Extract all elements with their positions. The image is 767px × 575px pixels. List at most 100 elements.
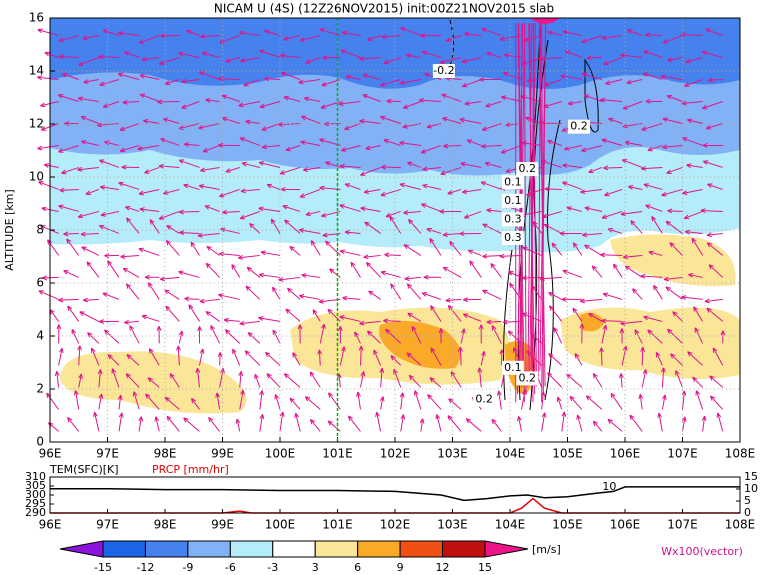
wind-vector: [366, 35, 381, 42]
wind-vector: [586, 55, 603, 61]
wind-vector: [562, 163, 582, 169]
wind-vector: [499, 253, 522, 259]
wind-vector: [588, 312, 603, 322]
wind-vector: [38, 290, 59, 300]
wind-vector: [647, 329, 663, 344]
wind-vector: [482, 223, 502, 234]
wind-vector: [125, 373, 140, 388]
legend-entry: TEM(SFC)[K]: [49, 463, 119, 476]
wind-vector: [580, 144, 603, 153]
wind-vector: [610, 392, 623, 410]
wind-vector: [98, 224, 120, 234]
wind-vector: [427, 394, 442, 410]
wind-vector: [322, 55, 341, 61]
colorbar-segment: [102, 540, 146, 558]
wind-vector: [225, 57, 240, 63]
wind-vector: [588, 166, 603, 174]
y-axis-label: ALTITUDE [km]: [3, 189, 16, 270]
wind-vector: [604, 188, 623, 197]
colorbar-segment: [59, 540, 104, 558]
wind-vector: [404, 276, 421, 281]
wind-vector: [138, 247, 160, 256]
wind-vector: [340, 49, 361, 58]
colorbar-units: [m/s]: [532, 543, 561, 556]
colorbar-label: -12: [136, 561, 154, 574]
wind-vector: [591, 265, 603, 278]
wind-vector: [400, 27, 422, 36]
wind-vector: [662, 35, 683, 44]
colorbar-label: -3: [267, 561, 278, 574]
wind-vector: [80, 231, 99, 237]
wind-vector: [707, 77, 723, 83]
colorbar-segment: [399, 540, 444, 558]
wind-vector: [67, 416, 80, 432]
wind-vector: [592, 373, 603, 388]
wind-vector: [681, 416, 687, 432]
y2-tick-label: 10: [744, 482, 758, 495]
colorbar-segment: [144, 540, 189, 558]
wind-vector: [304, 396, 321, 410]
wind-vector: [666, 94, 683, 102]
wind-vector: [183, 417, 200, 432]
annotation-box: [568, 119, 590, 134]
wind-vector: [700, 208, 723, 214]
contour-label: 0.2: [519, 371, 537, 384]
wind-vector: [204, 205, 220, 212]
wind-vector: [83, 78, 99, 84]
wind-vector: [561, 411, 567, 432]
wind-vector: [104, 140, 120, 146]
wind-vector: [100, 210, 120, 217]
wind-vector: [385, 328, 402, 344]
wind-vector: [198, 122, 220, 130]
wind-vector: [217, 352, 223, 366]
wind-vector: [665, 286, 683, 300]
wind-vector: [672, 311, 683, 322]
wind-vector: [122, 267, 140, 278]
wind-vector: [221, 94, 240, 102]
x-tick-label: 100E: [265, 518, 296, 532]
wind-vector: [379, 79, 401, 87]
wind-vector: [716, 412, 724, 432]
wind-vector: [481, 27, 502, 36]
wind-vector: [567, 100, 582, 106]
series-line: [50, 486, 740, 502]
wind-vector: [144, 274, 160, 280]
wind-vector: [358, 345, 364, 366]
wind-vector: [154, 416, 160, 432]
wind-vector: [407, 161, 422, 168]
wind-vector: [403, 210, 421, 215]
wind-vector: [709, 395, 724, 410]
wind-vector: [449, 240, 462, 256]
wind-vector: [692, 376, 703, 388]
wind-vector: [264, 29, 281, 36]
wind-vector: [490, 263, 502, 278]
wind-vector: [328, 392, 341, 410]
wind-vector: [380, 188, 401, 197]
wind-vector: [58, 297, 79, 303]
wind-vector: [574, 353, 583, 366]
wind-vector: [585, 395, 603, 410]
wind-vector: [57, 94, 79, 102]
wind-vector: [86, 261, 100, 278]
wind-vector: [707, 183, 723, 190]
contour-label: 0.1: [504, 175, 522, 188]
wind-vector: [384, 252, 401, 258]
y-tick-label: 290: [25, 506, 46, 519]
wind-vector: [641, 166, 663, 171]
wind-vector: [553, 327, 563, 344]
colorbar-segment: [229, 540, 274, 558]
series-line: [50, 497, 740, 514]
wind-vector: [440, 166, 462, 176]
wind-vector: [202, 144, 220, 153]
wind-vector: [627, 185, 643, 190]
wind-vector: [246, 266, 261, 278]
wind-vector: [420, 33, 442, 39]
wind-vector: [705, 122, 723, 130]
wind-vector: [445, 35, 462, 42]
wind-vector: [641, 122, 663, 131]
wind-vector: [681, 100, 703, 106]
wind-vector: [363, 188, 381, 194]
wind-vector: [667, 208, 683, 214]
wind-vector: [283, 373, 301, 388]
